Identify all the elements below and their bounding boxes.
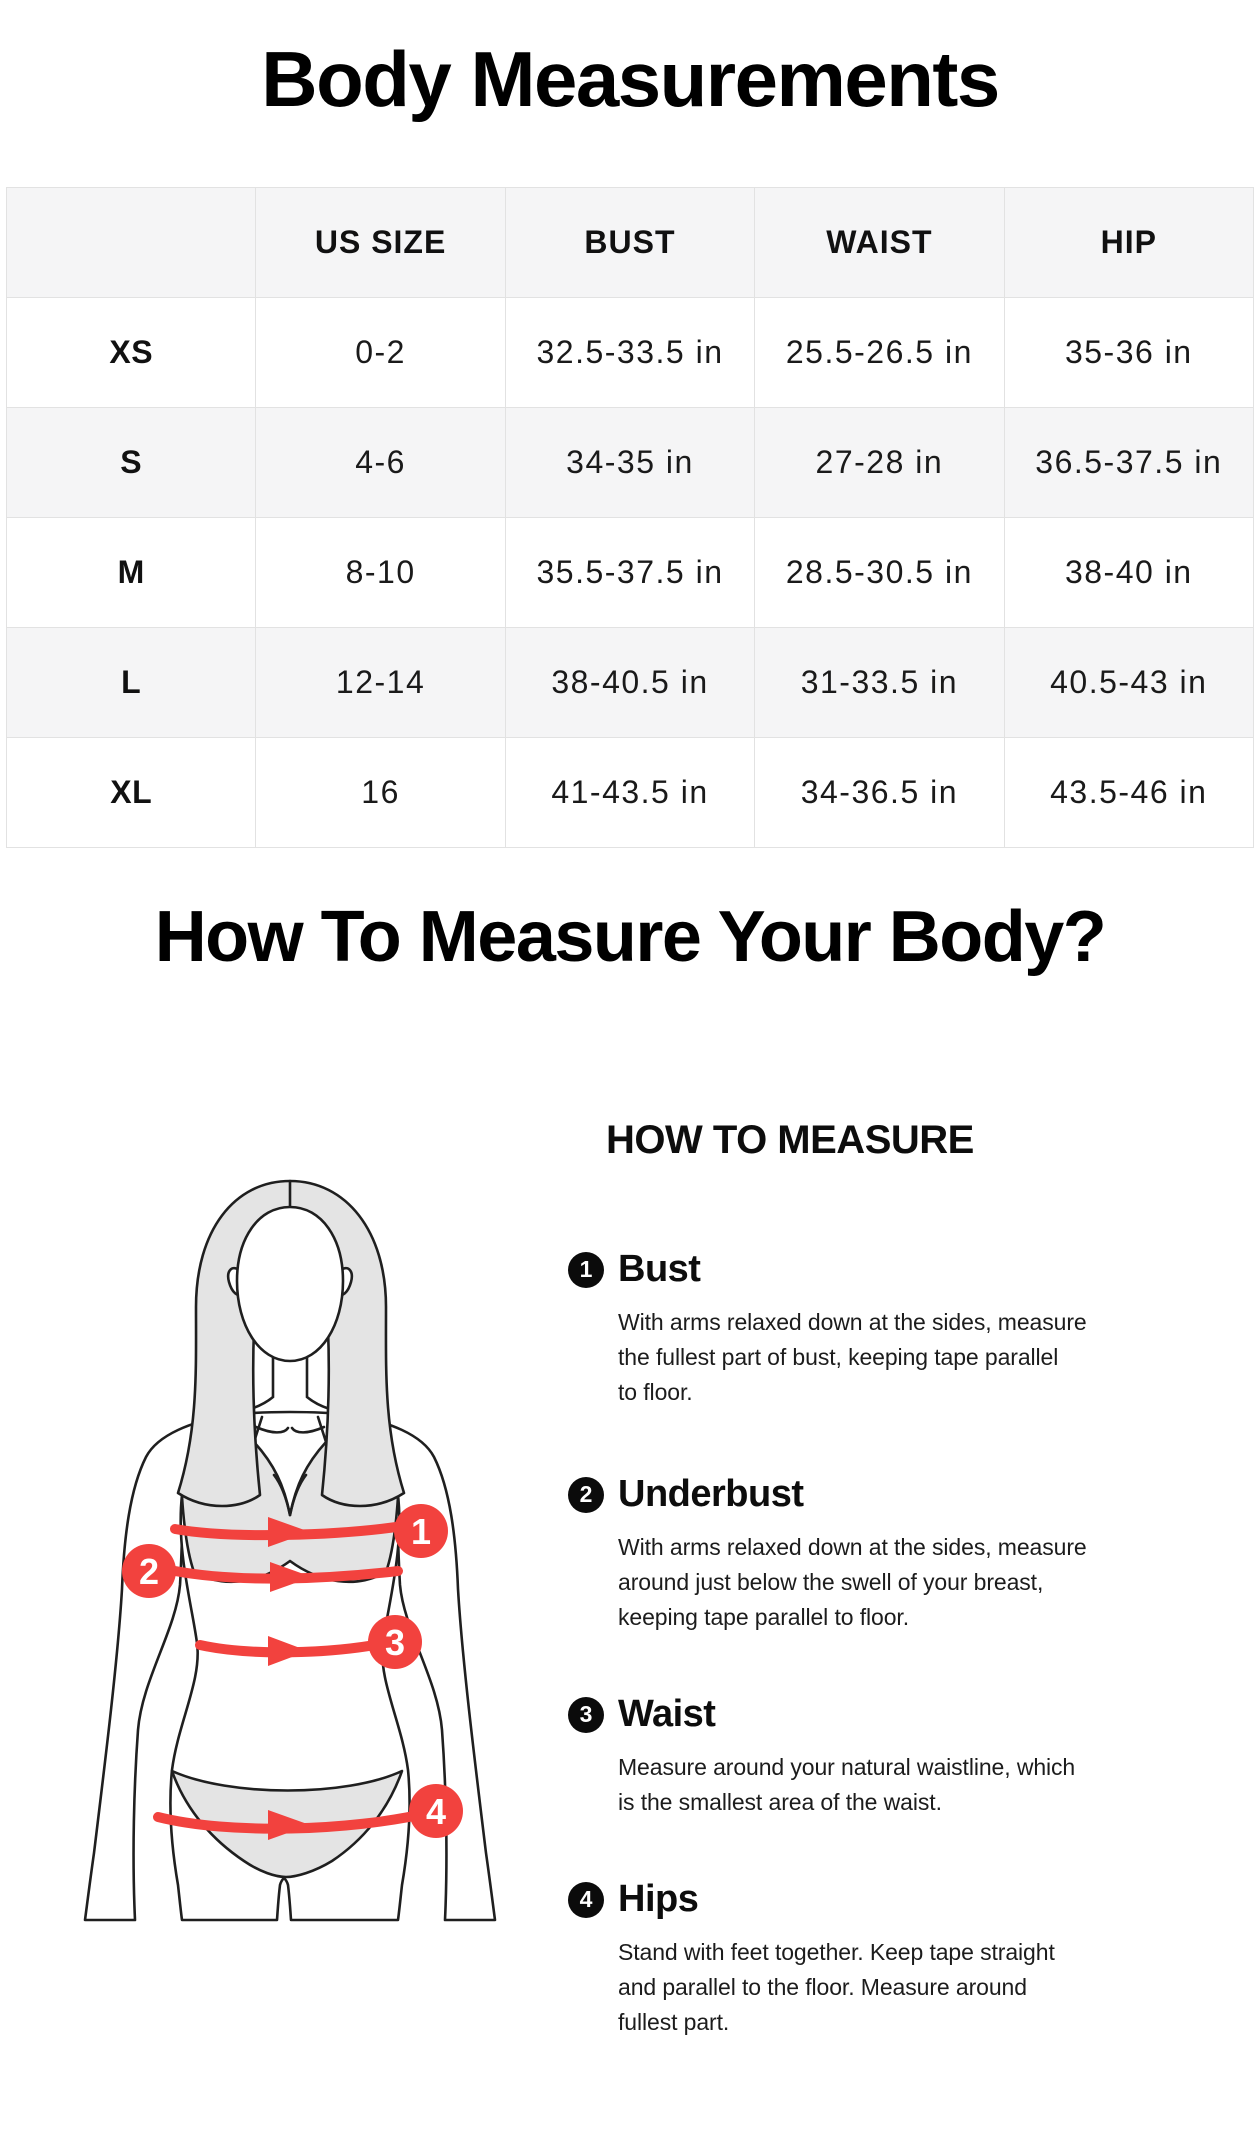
hip-tape-arrow xyxy=(268,1810,310,1840)
svg-text:1: 1 xyxy=(411,1511,431,1552)
table-cell: 34-36.5 in xyxy=(754,737,1005,848)
table-column-header xyxy=(5,187,257,298)
table-column-header: WAIST xyxy=(754,187,1005,298)
waist-instructions: Measure around your natural waistline, w… xyxy=(618,1754,1076,1815)
table-cell: 38-40 in xyxy=(1003,517,1255,628)
svg-text:3: 3 xyxy=(385,1622,405,1663)
table-cell: 43.5-46 in xyxy=(1003,737,1255,848)
table-header-row: US SIZE BUST WAIST HIP xyxy=(5,187,1255,298)
guide-section-underbust: 2 Underbust With arms relaxed down at th… xyxy=(568,1473,1168,1635)
table-cell: 25.5-26.5 in xyxy=(754,297,1005,408)
underbust-marker: 2 xyxy=(122,1544,176,1598)
row-size-label: M xyxy=(5,517,257,628)
table-row: M 8-10 35.5-37.5 in 28.5-30.5 in 38-40 in xyxy=(5,517,1255,628)
table-column-header: BUST xyxy=(504,187,756,298)
figure-cleavage-left xyxy=(272,1473,292,1517)
guide-section-head: 4 Hips xyxy=(568,1878,1168,1921)
figure-collarbone-left xyxy=(254,1425,290,1434)
figure-bra-strap-right xyxy=(316,1415,328,1444)
table-cell: 16 xyxy=(255,737,506,848)
underbust-number-badge: 2 xyxy=(568,1476,604,1513)
guide-section-hips: 4 Hips Stand with feet together. Keep ta… xyxy=(568,1878,1168,2040)
table-cell: 38-40.5 in xyxy=(504,627,756,738)
table-row: XL 16 41-43.5 in 34-36.5 in 43.5-46 in xyxy=(5,737,1255,848)
table-cell: 31-33.5 in xyxy=(754,627,1005,738)
guide-section-bust: 1 Bust With arms relaxed down at the sid… xyxy=(568,1248,1168,1410)
svg-text:4: 4 xyxy=(426,1791,446,1832)
table-cell: 28.5-30.5 in xyxy=(754,517,1005,628)
guide-section-head: 3 Waist xyxy=(568,1693,1168,1736)
bust-marker: 1 xyxy=(394,1504,448,1558)
table-body: XS 0-2 32.5-33.5 in 25.5-26.5 in 35-36 in S 4-… xyxy=(5,297,1255,848)
page-title: Body Measurements xyxy=(261,35,1000,123)
table-cell: 36.5-37.5 in xyxy=(1003,407,1255,518)
table-cell: 8-10 xyxy=(255,517,506,628)
waist-tape-arrow xyxy=(268,1636,308,1666)
bust-label: Bust xyxy=(618,1248,701,1290)
table-row: L 12-14 38-40.5 in 31-33.5 in 40.5-43 in xyxy=(5,627,1255,738)
waist-number-badge: 3 xyxy=(568,1696,604,1733)
table-cell: 40.5-43 in xyxy=(1003,627,1255,738)
row-size-label: S xyxy=(5,407,257,518)
underbust-instructions: With arms relaxed down at the sides, mea… xyxy=(618,1534,1087,1630)
underbust-label: Underbust xyxy=(618,1473,804,1515)
table-cell: 32.5-33.5 in xyxy=(504,297,756,408)
guide-section-head: 1 Bust xyxy=(568,1248,1168,1291)
table-cell: 35.5-37.5 in xyxy=(504,517,756,628)
table-cell: 41-43.5 in xyxy=(504,737,756,848)
body-measurements-table: US SIZE BUST WAIST HIP XS 0-2 32.5-33.5 in 25.… xyxy=(5,187,1255,848)
row-size-label: XL xyxy=(5,737,257,848)
svg-text:2: 2 xyxy=(139,1551,159,1592)
waist-marker: 3 xyxy=(368,1615,422,1669)
bust-instructions: With arms relaxed down at the sides, mea… xyxy=(618,1309,1087,1405)
table-cell: 12-14 xyxy=(255,627,506,738)
hips-label: Hips xyxy=(618,1878,699,1920)
table-row: S 4-6 34-35 in 27-28 in 36.5-37.5 in xyxy=(5,407,1255,518)
table-cell: 35-36 in xyxy=(1003,297,1255,408)
measurement-figure: 1 2 3 4 xyxy=(80,1165,560,1950)
table-cell: 27-28 in xyxy=(754,407,1005,518)
hips-instructions: Stand with feet together. Keep tape stra… xyxy=(618,1939,1055,2035)
hips-number-badge: 4 xyxy=(568,1881,604,1918)
table-cell: 4-6 xyxy=(255,407,506,518)
hip-marker: 4 xyxy=(409,1784,463,1838)
table-column-header: HIP xyxy=(1003,187,1255,298)
bust-number-badge: 1 xyxy=(568,1251,604,1288)
row-size-label: L xyxy=(5,627,257,738)
guide-section-head: 2 Underbust xyxy=(568,1473,1168,1516)
guide-heading: HOW TO MEASURE xyxy=(606,1118,974,1162)
guide-section-waist: 3 Waist Measure around your natural wais… xyxy=(568,1693,1168,1820)
table-cell: 34-35 in xyxy=(504,407,756,518)
table-cell: 0-2 xyxy=(255,297,506,408)
waist-label: Waist xyxy=(618,1693,716,1735)
table-column-header: US SIZE xyxy=(255,187,506,298)
bust-tape-arrow xyxy=(268,1517,310,1547)
row-size-label: XS xyxy=(5,297,257,408)
table-row: XS 0-2 32.5-33.5 in 25.5-26.5 in 35-36 in xyxy=(5,297,1255,408)
figure-cleavage-right xyxy=(288,1473,308,1517)
figure-collarbone-right xyxy=(290,1425,326,1434)
underbust-tape-arrow xyxy=(270,1562,312,1592)
table-header: US SIZE BUST WAIST HIP xyxy=(5,187,1255,298)
figure-face xyxy=(235,1205,345,1363)
how-to-measure-title: How To Measure Your Body? xyxy=(154,897,1107,977)
body-figure-illustration: 1 2 3 4 xyxy=(83,1179,497,1922)
